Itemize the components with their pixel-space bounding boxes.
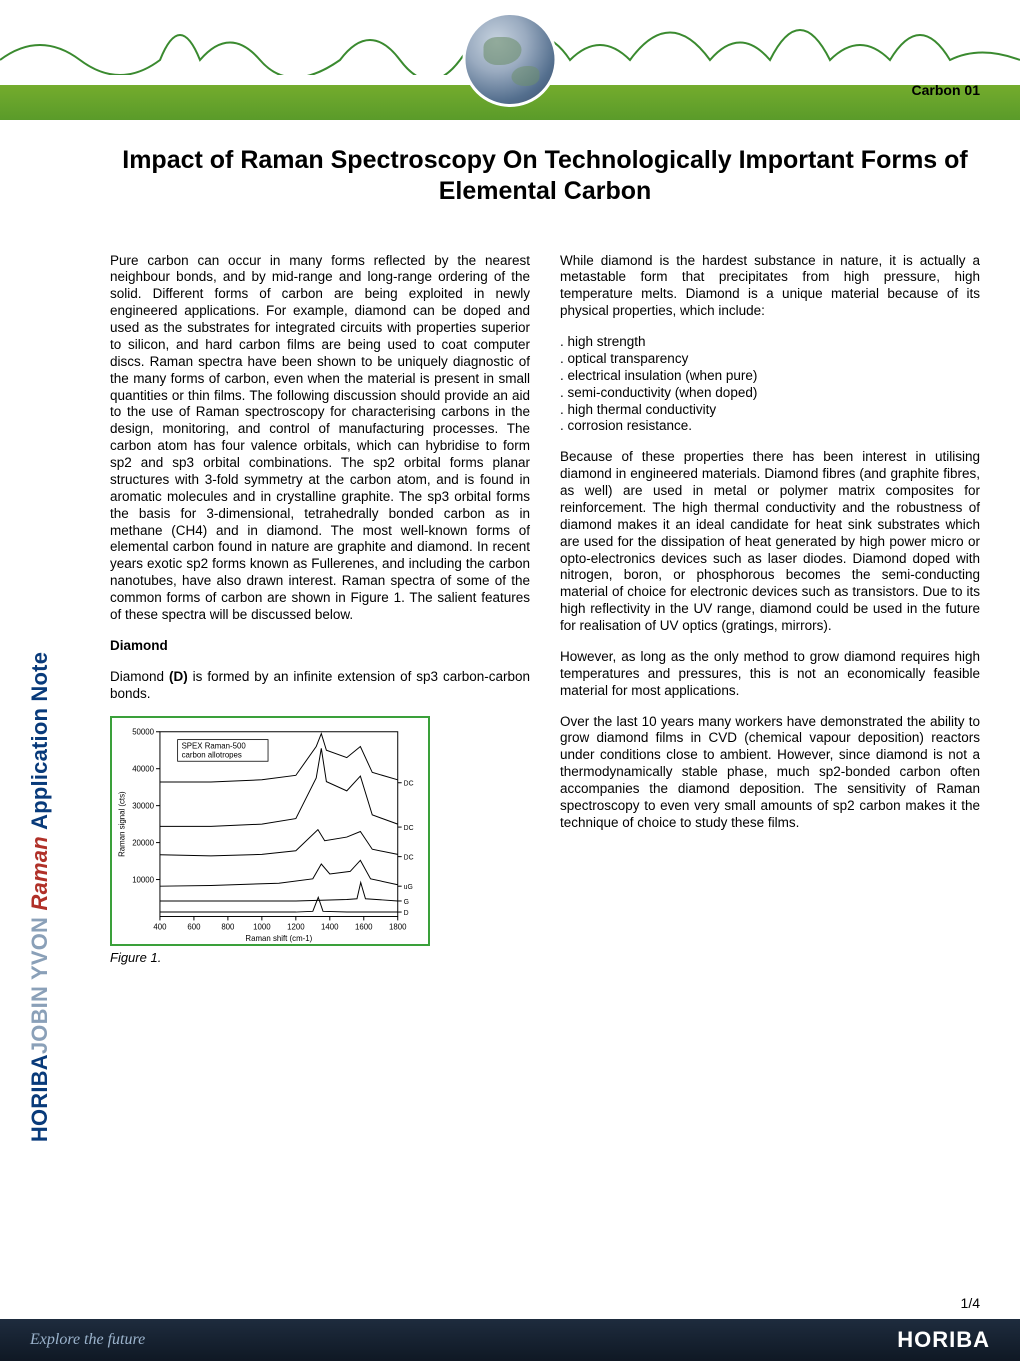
right-column: While diamond is the hardest substance i… bbox=[560, 253, 980, 967]
footer-slogan: Explore the future bbox=[30, 1331, 145, 1349]
svg-text:1400: 1400 bbox=[321, 923, 339, 932]
svg-text:800: 800 bbox=[221, 923, 235, 932]
svg-text:DC: DC bbox=[404, 855, 414, 862]
svg-text:SPEX Raman-500: SPEX Raman-500 bbox=[182, 742, 247, 751]
svg-text:DC: DC bbox=[404, 825, 414, 832]
diamond-intro: Diamond (D) is formed by an infinite ext… bbox=[110, 669, 530, 703]
header-banner: Carbon 01 bbox=[0, 0, 1020, 120]
property-item: . high thermal conductivity bbox=[560, 402, 980, 419]
properties-list: . high strength. optical transparency. e… bbox=[560, 334, 980, 435]
brand-appnote: Application Note bbox=[27, 652, 52, 830]
svg-text:20000: 20000 bbox=[132, 839, 154, 848]
svg-text:DC: DC bbox=[404, 781, 414, 788]
svg-text:600: 600 bbox=[187, 923, 201, 932]
right-p3: However, as long as the only method to g… bbox=[560, 649, 980, 700]
diamond-intro-text-1: Diamond bbox=[110, 669, 169, 684]
property-item: . optical transparency bbox=[560, 351, 980, 368]
brand-text: HORIBAJOBIN YVON Raman Application Note bbox=[27, 652, 53, 1142]
figure-1-chart: 400 600 800 1000 1200 1400 1600 1800 10000 20000 3… bbox=[110, 716, 430, 946]
vertical-brand-strip: HORIBAJOBIN YVON Raman Application Note bbox=[10, 120, 70, 910]
property-item: . electrical insulation (when pure) bbox=[560, 368, 980, 385]
footer-logo: HORIBA bbox=[897, 1327, 990, 1353]
brand-raman: Raman bbox=[27, 830, 52, 917]
footer-bar: Explore the future HORIBA bbox=[0, 1319, 1020, 1361]
svg-text:1800: 1800 bbox=[389, 923, 407, 932]
svg-text:uG: uG bbox=[404, 885, 413, 892]
content-region: Impact of Raman Spectroscopy On Technolo… bbox=[110, 145, 980, 967]
svg-text:D: D bbox=[404, 910, 409, 917]
diamond-intro-bold: (D) bbox=[169, 669, 188, 684]
page: Carbon 01 HORIBAJOBIN YVON Raman Applica… bbox=[0, 0, 1020, 1361]
brand-jobin-yvon: JOBIN YVON bbox=[27, 917, 52, 1054]
svg-text:400: 400 bbox=[153, 923, 167, 932]
document-id: Carbon 01 bbox=[912, 82, 980, 98]
brand-horiba: HORIBA bbox=[27, 1054, 52, 1142]
svg-text:1000: 1000 bbox=[253, 923, 271, 932]
property-item: . high strength bbox=[560, 334, 980, 351]
svg-text:Raman shift (cm-1): Raman shift (cm-1) bbox=[245, 934, 312, 943]
svg-text:1600: 1600 bbox=[355, 923, 373, 932]
svg-text:1200: 1200 bbox=[287, 923, 305, 932]
two-column-layout: Pure carbon can occur in many forms refl… bbox=[110, 253, 980, 967]
property-item: . corrosion resistance. bbox=[560, 418, 980, 435]
svg-text:carbon allotropes: carbon allotropes bbox=[182, 751, 242, 760]
raman-spectra-chart: 400 600 800 1000 1200 1400 1600 1800 10000 20000 3… bbox=[112, 718, 428, 944]
svg-text:50000: 50000 bbox=[132, 728, 154, 737]
intro-paragraph: Pure carbon can occur in many forms refl… bbox=[110, 253, 530, 624]
section-heading-diamond: Diamond bbox=[110, 638, 530, 655]
svg-text:Raman signal (cts): Raman signal (cts) bbox=[118, 791, 127, 857]
document-title: Impact of Raman Spectroscopy On Technolo… bbox=[110, 145, 980, 208]
page-number: 1/4 bbox=[961, 1295, 980, 1311]
right-p4: Over the last 10 years many workers have… bbox=[560, 714, 980, 832]
property-item: . semi-conductivity (when doped) bbox=[560, 385, 980, 402]
right-p1: While diamond is the hardest substance i… bbox=[560, 253, 980, 321]
left-column: Pure carbon can occur in many forms refl… bbox=[110, 253, 530, 967]
globe-icon bbox=[463, 12, 558, 107]
figure-caption: Figure 1. bbox=[110, 950, 530, 966]
svg-text:30000: 30000 bbox=[132, 802, 154, 811]
svg-text:40000: 40000 bbox=[132, 765, 154, 774]
svg-text:G: G bbox=[404, 899, 409, 906]
right-p2: Because of these properties there has be… bbox=[560, 449, 980, 635]
svg-text:10000: 10000 bbox=[132, 876, 154, 885]
